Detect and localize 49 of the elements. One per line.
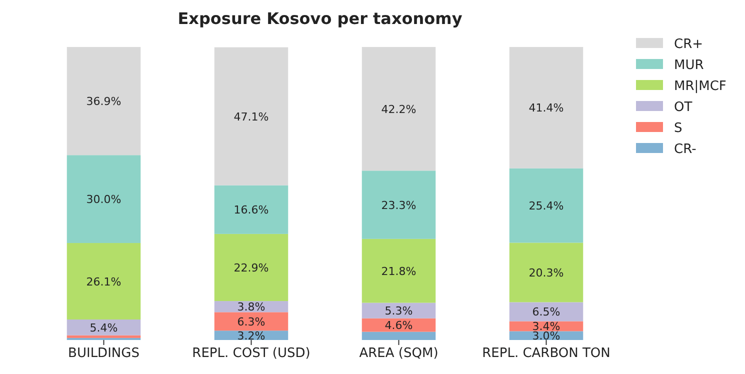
bar <box>362 47 436 171</box>
bar <box>214 47 288 186</box>
data-label: 25.4% <box>528 200 564 213</box>
bar <box>509 242 584 302</box>
data-label: 3.2% <box>237 329 266 342</box>
x-tick-label: REPL. COST (USD) <box>192 346 310 362</box>
bar <box>66 335 141 338</box>
bar <box>362 238 436 303</box>
data-label: 26.1% <box>86 275 122 288</box>
bar <box>214 312 288 331</box>
data-label: 30.0% <box>86 193 122 206</box>
bar <box>509 302 584 322</box>
data-label: 41.4% <box>528 102 564 115</box>
bar <box>214 185 288 234</box>
data-label: 22.9% <box>234 261 269 274</box>
bar <box>362 170 436 239</box>
data-label: 36.9% <box>86 95 122 108</box>
legend-label: CR+ <box>674 37 704 52</box>
legend-label: MUR <box>674 58 704 73</box>
data-label: 3.0% <box>532 330 560 343</box>
data-label: 5.4% <box>90 321 118 334</box>
data-label: 23.3% <box>381 198 416 212</box>
legend-label: CR- <box>674 142 697 157</box>
x-tick-label: AREA (SQM) <box>359 346 438 362</box>
data-label: 5.3% <box>384 304 413 318</box>
bar <box>362 332 436 340</box>
legend-label: OT <box>674 100 692 115</box>
data-label: 3.8% <box>237 300 266 314</box>
legend-label: S <box>674 121 682 136</box>
data-label: 16.6% <box>234 204 269 217</box>
data-label: 6.5% <box>532 306 560 319</box>
data-label: 20.3% <box>528 266 564 280</box>
chart-title: Exposure Kosovo per taxonomy <box>178 9 463 28</box>
data-label: 47.1% <box>234 110 269 124</box>
bar <box>66 243 141 320</box>
bar <box>509 168 584 243</box>
legend-label: MR|MCF <box>674 79 726 94</box>
bar <box>362 302 436 318</box>
data-label: 21.8% <box>381 264 416 278</box>
bar <box>66 319 141 336</box>
x-tick-label: BUILDINGS <box>68 346 140 362</box>
bar <box>214 234 288 302</box>
bar <box>66 47 141 156</box>
bar <box>66 155 141 244</box>
data-label: 42.2% <box>381 102 416 116</box>
bar <box>509 47 584 168</box>
data-label: 6.3% <box>237 315 266 328</box>
x-tick-label: REPL. CARBON TON <box>482 346 610 362</box>
data-label: 4.6% <box>384 319 413 332</box>
